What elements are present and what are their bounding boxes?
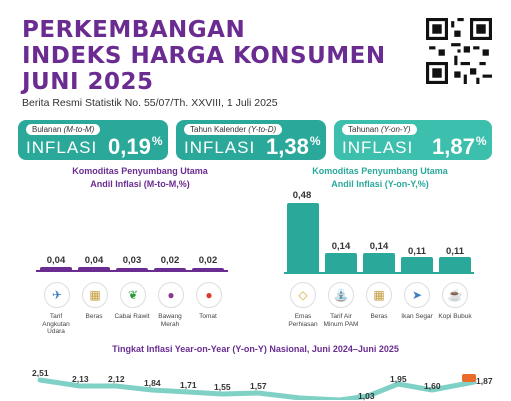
mtm-value-2: 0,04 xyxy=(84,255,104,266)
rice-icon: ▦ xyxy=(82,282,108,308)
mtm-title: Komoditas Penyumbang Utama Andil Inflasi… xyxy=(72,166,208,189)
trend-point-11: 1,95 xyxy=(390,374,407,384)
mtm-value-5: 0,02 xyxy=(198,255,218,266)
trend-point-6: 1,55 xyxy=(214,382,231,392)
trend-line-chart xyxy=(37,374,477,400)
yoy-label-2: Tarif Air Minum PAM xyxy=(323,313,359,328)
mtm-value-1: 0,04 xyxy=(46,255,66,266)
trend-point-10: 1,03 xyxy=(358,391,375,401)
yoy-label-5: Kopi Bubuk xyxy=(438,313,472,320)
card-ytd-value: 1,38% xyxy=(266,134,321,159)
yoy-value-1: 0,48 xyxy=(292,190,312,201)
yoy-bar-4 xyxy=(401,257,433,272)
yoy-label-1: Emas Perhiasan xyxy=(288,313,318,328)
yoy-bar-5 xyxy=(439,257,471,272)
trend-point-7: 1,57 xyxy=(250,381,267,391)
airplane-icon: ✈ xyxy=(44,282,70,308)
card-ytd-label: Tahun Kalender (Y-to-D) xyxy=(184,124,283,135)
trend-title: Tingkat Inflasi Year-on-Year (Y-on-Y) Na… xyxy=(112,344,399,354)
yoy-bar-1 xyxy=(287,203,319,272)
trend-point-5: 1,71 xyxy=(180,380,197,390)
yoy-axis xyxy=(284,272,474,274)
mtm-label-2: Beras xyxy=(85,313,103,320)
trend-point-3: 2,12 xyxy=(108,374,125,384)
mtm-label-3: Cabai Rawit xyxy=(114,313,150,320)
jewelry-icon: ◇ xyxy=(290,282,316,308)
mtm-label-5: Tomat xyxy=(199,313,217,320)
trend-point-12: 1,60 xyxy=(424,381,441,391)
mtm-value-4: 0,02 xyxy=(160,255,180,266)
card-monthly-inflasi: INFLASI xyxy=(26,138,98,157)
card-monthly-value: 0,19% xyxy=(108,134,163,159)
title-line-1: PERKEMBANGAN xyxy=(22,17,246,43)
yoy-bar-2 xyxy=(325,253,357,272)
shallot-icon: ● xyxy=(158,282,184,308)
card-ytd-inflasi: INFLASI xyxy=(184,138,256,157)
water-tap-icon: ⛲ xyxy=(328,282,354,308)
card-monthly-label: Bulanan (M-to-M) xyxy=(26,124,101,135)
yoy-value-3: 0,14 xyxy=(369,241,389,252)
card-yoy-label: Tahunan (Y-on-Y) xyxy=(342,124,417,135)
trend-point-2: 2,13 xyxy=(72,374,89,384)
qr-code-icon[interactable] xyxy=(426,18,492,84)
mtm-bar-1 xyxy=(40,267,72,270)
title-line-3: JUNI 2025 xyxy=(22,69,154,95)
mtm-bar-4 xyxy=(154,268,186,270)
mtm-value-3: 0,03 xyxy=(122,255,142,266)
mtm-label-1: Tarif Angkutan Udara xyxy=(42,313,70,335)
chili-icon: ❦ xyxy=(120,282,146,308)
mtm-bar-2 xyxy=(78,267,110,270)
card-ytd-inflation: Tahun Kalender (Y-to-D) INFLASI 1,38% xyxy=(176,120,326,160)
mtm-bar-5 xyxy=(192,268,224,270)
coffee-icon: ☕ xyxy=(442,282,468,308)
fish-icon: ➤ xyxy=(404,282,430,308)
title-line-2: INDEKS HARGA KONSUMEN xyxy=(22,43,386,69)
trend-point-1: 2,51 xyxy=(32,368,49,378)
yoy-title: Komoditas Penyumbang Utama Andil Inflasi… xyxy=(312,166,448,189)
mtm-label-4: Bawang Merah xyxy=(158,313,182,328)
card-yoy-value: 1,87% xyxy=(432,134,487,159)
card-monthly-inflation: Bulanan (M-to-M) INFLASI 0,19% xyxy=(18,120,168,160)
yoy-value-2: 0,14 xyxy=(331,241,351,252)
card-yoy-inflation: Tahunan (Y-on-Y) INFLASI 1,87% xyxy=(334,120,492,160)
rice-icon: ▦ xyxy=(366,282,392,308)
mtm-axis xyxy=(36,270,228,272)
trend-point-13: 1,87 xyxy=(476,376,493,386)
yoy-value-5: 0,11 xyxy=(446,246,464,257)
yoy-label-4: Ikan Segar xyxy=(401,313,433,320)
yoy-label-3: Beras xyxy=(370,313,388,320)
mtm-bar-3 xyxy=(116,268,148,270)
release-subtitle: Berita Resmi Statistik No. 55/07/Th. XXV… xyxy=(22,97,278,109)
card-yoy-inflasi: INFLASI xyxy=(342,138,414,157)
trend-point-4: 1,84 xyxy=(144,378,161,388)
yoy-bar-3 xyxy=(363,253,395,272)
yoy-value-4: 0,11 xyxy=(408,246,426,257)
tomato-icon: ● xyxy=(196,282,222,308)
